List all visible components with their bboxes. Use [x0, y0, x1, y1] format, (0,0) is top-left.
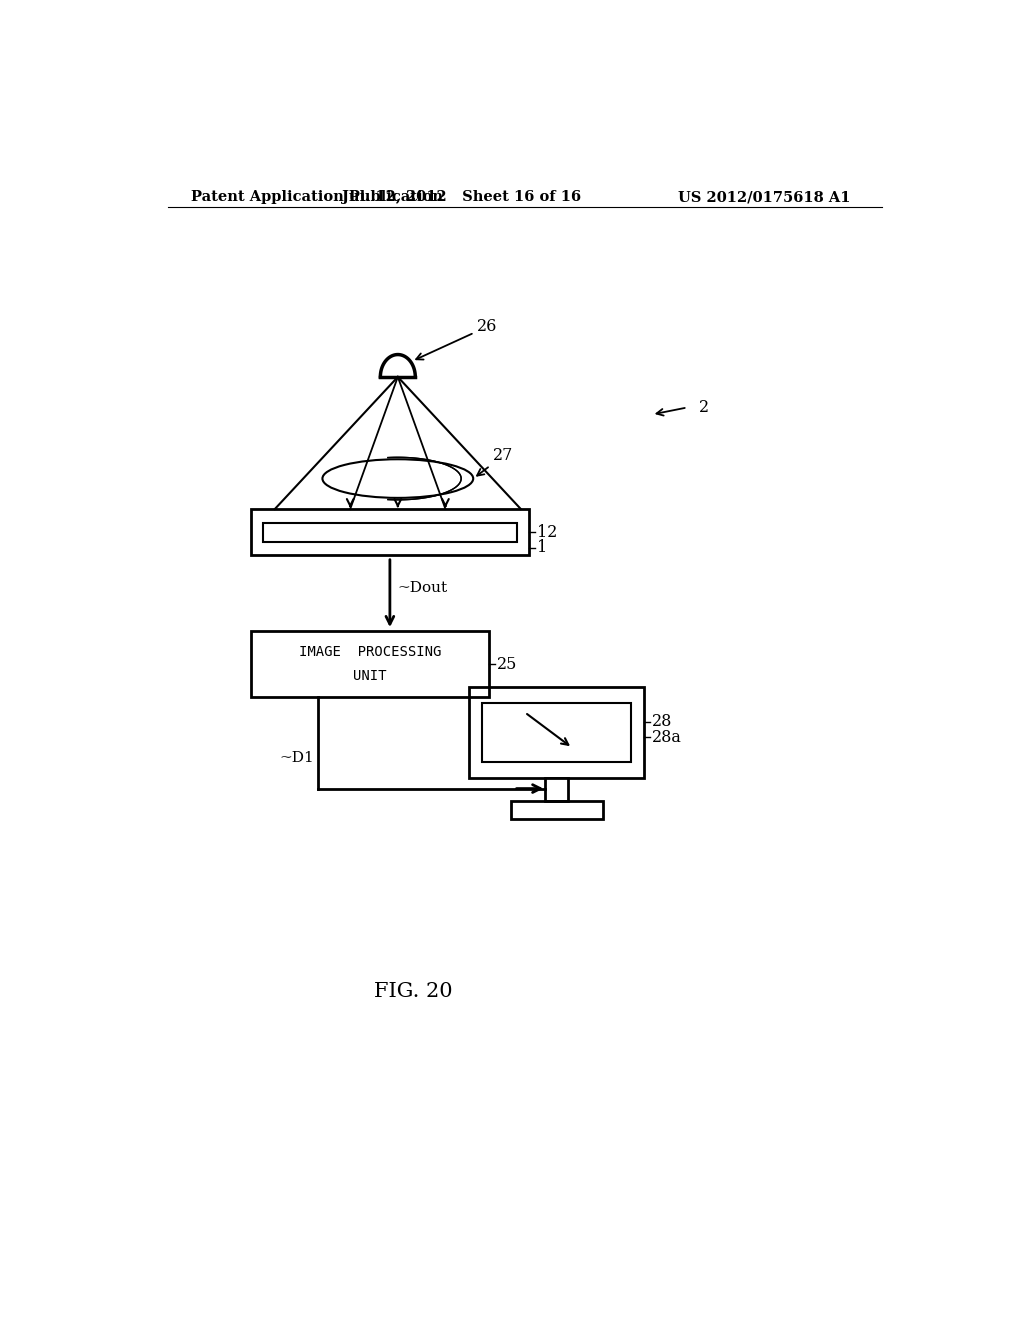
- Bar: [482, 704, 631, 762]
- Text: ~D1: ~D1: [280, 751, 314, 766]
- Bar: [251, 510, 528, 554]
- Text: Patent Application Publication: Patent Application Publication: [191, 190, 443, 205]
- Text: IMAGE  PROCESSING: IMAGE PROCESSING: [299, 645, 441, 659]
- Bar: [511, 801, 602, 818]
- Text: ~Dout: ~Dout: [397, 581, 447, 595]
- Text: 26: 26: [416, 318, 498, 359]
- Text: Jul. 12, 2012   Sheet 16 of 16: Jul. 12, 2012 Sheet 16 of 16: [342, 190, 581, 205]
- Text: FIG. 20: FIG. 20: [375, 982, 453, 1002]
- Bar: [251, 631, 489, 697]
- Text: 28: 28: [652, 713, 672, 730]
- Text: 12: 12: [537, 524, 557, 541]
- Bar: [263, 523, 517, 543]
- Text: 28a: 28a: [652, 729, 682, 746]
- Bar: [469, 686, 644, 779]
- Text: 2: 2: [699, 399, 710, 416]
- Text: 27: 27: [477, 447, 513, 475]
- Text: 25: 25: [497, 656, 517, 673]
- Text: UNIT: UNIT: [353, 669, 387, 684]
- Bar: [546, 779, 567, 801]
- Text: 1: 1: [537, 540, 547, 557]
- Text: US 2012/0175618 A1: US 2012/0175618 A1: [678, 190, 850, 205]
